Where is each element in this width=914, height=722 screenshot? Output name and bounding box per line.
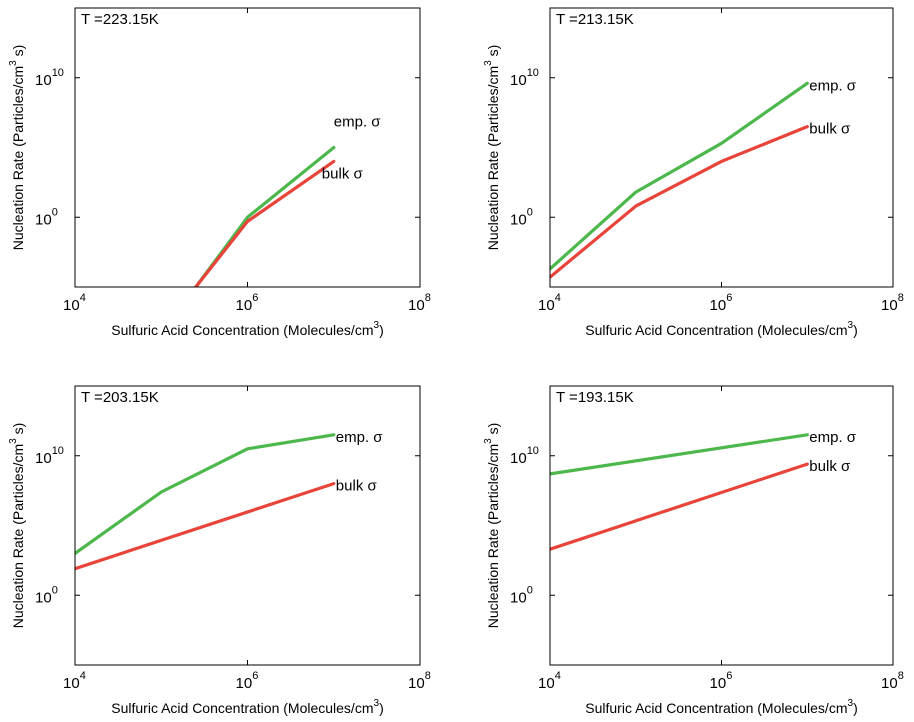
x-axis-label: Sulfuric Acid Concentration (Molecules/c…	[111, 698, 383, 716]
series-line-bulk	[75, 482, 336, 571]
panel-title: T =213.15K	[556, 11, 634, 28]
x-tick-label: 106	[710, 670, 733, 692]
series-label-bulk: bulk σ	[809, 458, 851, 475]
x-tick-label: 106	[236, 292, 259, 314]
x-tick-label: 104	[538, 292, 561, 314]
plot-frame	[74, 7, 421, 288]
y-axis-label: Nucleation Rate (Particles/cm3 s)	[483, 423, 501, 629]
series-label-emp: emp. σ	[336, 429, 384, 446]
series-line-bulk	[550, 124, 809, 279]
y-axis-label: Nucleation Rate (Particles/cm3 s)	[483, 45, 501, 251]
series-line-emp	[75, 433, 336, 556]
x-tick-label: 104	[63, 670, 86, 692]
y-tick-label: 1010	[35, 445, 64, 467]
series-label-emp: emp. σ	[809, 429, 857, 446]
series-label-bulk: bulk σ	[809, 121, 851, 138]
chart-panel-2: emp. σ bulk σ T =213.15K 104 106 108 100 1010 Su…	[483, 7, 904, 338]
y-tick-label: 100	[35, 584, 58, 606]
series-line-emp	[194, 145, 336, 287]
x-tick-label: 104	[63, 292, 86, 314]
chart-panel-4: emp. σ bulk σ T =193.15K 104 106 108 100 1010 Su…	[483, 385, 904, 716]
y-tick-label: 1010	[35, 67, 64, 89]
y-axis-label: Nucleation Rate (Particles/cm3 s)	[8, 45, 26, 251]
x-tick-label: 108	[408, 292, 431, 314]
x-tick-label: 106	[236, 670, 259, 692]
series-line-bulk	[194, 159, 336, 287]
panel-title: T =203.15K	[81, 389, 159, 406]
x-tick-label: 108	[881, 670, 904, 692]
y-axis-label: Nucleation Rate (Particles/cm3 s)	[8, 423, 26, 629]
plot-frame	[549, 7, 894, 288]
series-label-emp: emp. σ	[809, 77, 857, 94]
series-label-bulk: bulk σ	[322, 165, 364, 182]
x-tick-label: 108	[408, 670, 431, 692]
panel-title: T =193.15K	[556, 389, 634, 406]
x-tick-label: 108	[881, 292, 904, 314]
chart-panel-1: emp. σ bulk σ T =223.15K 104 106 108 100 1010 Su…	[8, 7, 431, 338]
x-tick-label: 106	[710, 292, 733, 314]
y-tick-label: 100	[510, 206, 533, 228]
x-tick-label: 104	[538, 670, 561, 692]
series-line-emp	[550, 81, 809, 271]
series-line-emp	[550, 433, 809, 476]
y-tick-label: 100	[35, 206, 58, 228]
x-axis-label: Sulfuric Acid Concentration (Molecules/c…	[585, 320, 857, 338]
chart-panel-3: emp. σ bulk σ T =203.15K 104 106 108 100 1010 Su…	[8, 385, 431, 716]
series-label-bulk: bulk σ	[336, 478, 378, 495]
y-tick-label: 1010	[510, 445, 539, 467]
series-label-emp: emp. σ	[334, 114, 382, 131]
y-tick-label: 100	[510, 584, 533, 606]
x-axis-label: Sulfuric Acid Concentration (Molecules/c…	[585, 698, 857, 716]
series-line-bulk	[550, 462, 809, 551]
x-axis-label: Sulfuric Acid Concentration (Molecules/c…	[111, 320, 383, 338]
panel-title: T =223.15K	[81, 11, 159, 28]
y-tick-label: 1010	[510, 67, 539, 89]
